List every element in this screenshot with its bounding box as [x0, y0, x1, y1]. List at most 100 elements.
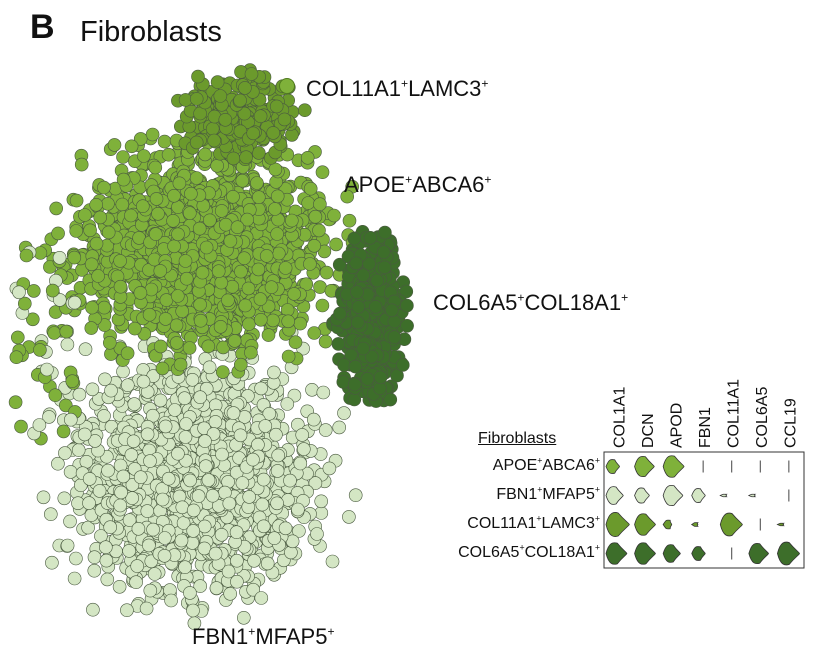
scatter-point — [85, 300, 99, 315]
scatter-point — [143, 454, 157, 468]
scatter-point — [239, 150, 253, 164]
scatter-point — [52, 250, 67, 265]
scatter-point — [161, 471, 176, 486]
scatter-point — [174, 533, 189, 548]
scatter-point — [69, 193, 84, 208]
scatter-point — [308, 476, 323, 490]
scatter-point — [168, 403, 182, 417]
scatter-point — [51, 456, 65, 471]
scatter-point — [127, 397, 142, 411]
scatter-point — [256, 472, 271, 487]
scatter-point — [79, 454, 94, 469]
scatter-point — [158, 312, 173, 326]
scatter-point — [78, 208, 92, 222]
scatter-point — [147, 567, 162, 581]
scatter-point — [112, 579, 127, 594]
scatter-point — [113, 279, 128, 294]
scatter-point — [49, 201, 64, 216]
scatter-point — [45, 283, 60, 298]
scatter-point — [259, 249, 274, 263]
scatter-point — [237, 251, 251, 266]
scatter-point — [337, 406, 351, 420]
scatter-point — [254, 591, 269, 605]
scatter-point — [202, 360, 217, 375]
scatter-point — [296, 442, 311, 456]
scatter-point — [124, 208, 138, 223]
scatter-point — [78, 342, 93, 357]
scatter-point — [183, 473, 197, 488]
scatter-point — [314, 494, 329, 509]
scatter-point — [307, 239, 322, 253]
scatter-point — [218, 113, 233, 127]
scatter-point — [164, 593, 178, 608]
scatter-point — [171, 227, 185, 242]
scatter-point — [158, 531, 172, 545]
scatter-point — [19, 248, 34, 263]
scatter-point — [356, 268, 371, 283]
scatter-point — [121, 378, 135, 393]
scatter-point — [205, 488, 220, 503]
cluster-legend-dot — [279, 78, 295, 94]
scatter-point — [325, 554, 340, 569]
scatter-point — [214, 275, 229, 290]
scatter-point — [226, 190, 240, 204]
scatter-point — [370, 273, 385, 288]
scatter-point — [33, 343, 47, 357]
scatter-point — [113, 498, 127, 513]
scatter-point — [167, 189, 181, 203]
scatter-point — [373, 370, 388, 385]
scatter-point — [186, 524, 200, 538]
scatter-point — [99, 553, 114, 568]
scatter-point — [337, 358, 351, 372]
scatter-point — [278, 261, 293, 275]
scatter-point — [183, 586, 197, 600]
scatter-point — [400, 298, 414, 313]
scatter-point — [193, 579, 207, 593]
scatter-point — [69, 551, 83, 566]
scatter-point — [331, 337, 346, 351]
scatter-point — [193, 390, 207, 405]
scatter-point — [213, 89, 228, 103]
scatter-point — [84, 257, 99, 272]
scatter-point — [116, 150, 130, 164]
scatter-point — [197, 541, 212, 556]
scatter-point — [314, 506, 329, 520]
scatter-point — [315, 298, 330, 313]
scatter-point — [120, 346, 135, 361]
scatter-point — [293, 316, 308, 331]
scatter-point — [191, 69, 205, 84]
scatter-point — [153, 339, 168, 354]
scatter-point — [227, 334, 242, 348]
scatter-point — [146, 522, 160, 537]
scatter-point — [348, 488, 363, 503]
scatter-point — [17, 296, 32, 311]
scatter-point — [258, 419, 273, 433]
scatter-point — [97, 180, 111, 195]
scatter-point — [306, 412, 321, 427]
scatter-point — [89, 198, 103, 212]
scatter-point — [176, 516, 191, 530]
scatter-point — [47, 326, 62, 340]
violin-row-label: FBN1+MFAP5+ — [496, 484, 600, 503]
scatter-point — [129, 575, 143, 590]
scatter-point — [400, 318, 414, 333]
scatter-point — [63, 514, 77, 529]
scatter-point — [89, 236, 104, 251]
scatter-point — [264, 280, 279, 295]
scatter-point — [229, 525, 244, 540]
scatter-point — [270, 496, 284, 511]
scatter-point — [278, 521, 293, 536]
scatter-point — [97, 409, 111, 423]
scatter-point — [219, 217, 233, 232]
scatter-point — [270, 464, 285, 478]
scatter-point — [238, 81, 252, 95]
scatter-point — [115, 197, 130, 212]
scatter-point — [251, 262, 266, 277]
scatter-point — [69, 224, 83, 238]
scatter-point — [234, 357, 248, 372]
scatter-point — [363, 231, 378, 245]
scatter-point — [350, 315, 365, 330]
scatter-point — [234, 264, 248, 279]
scatter-point — [281, 314, 296, 329]
scatter-point — [246, 452, 260, 467]
